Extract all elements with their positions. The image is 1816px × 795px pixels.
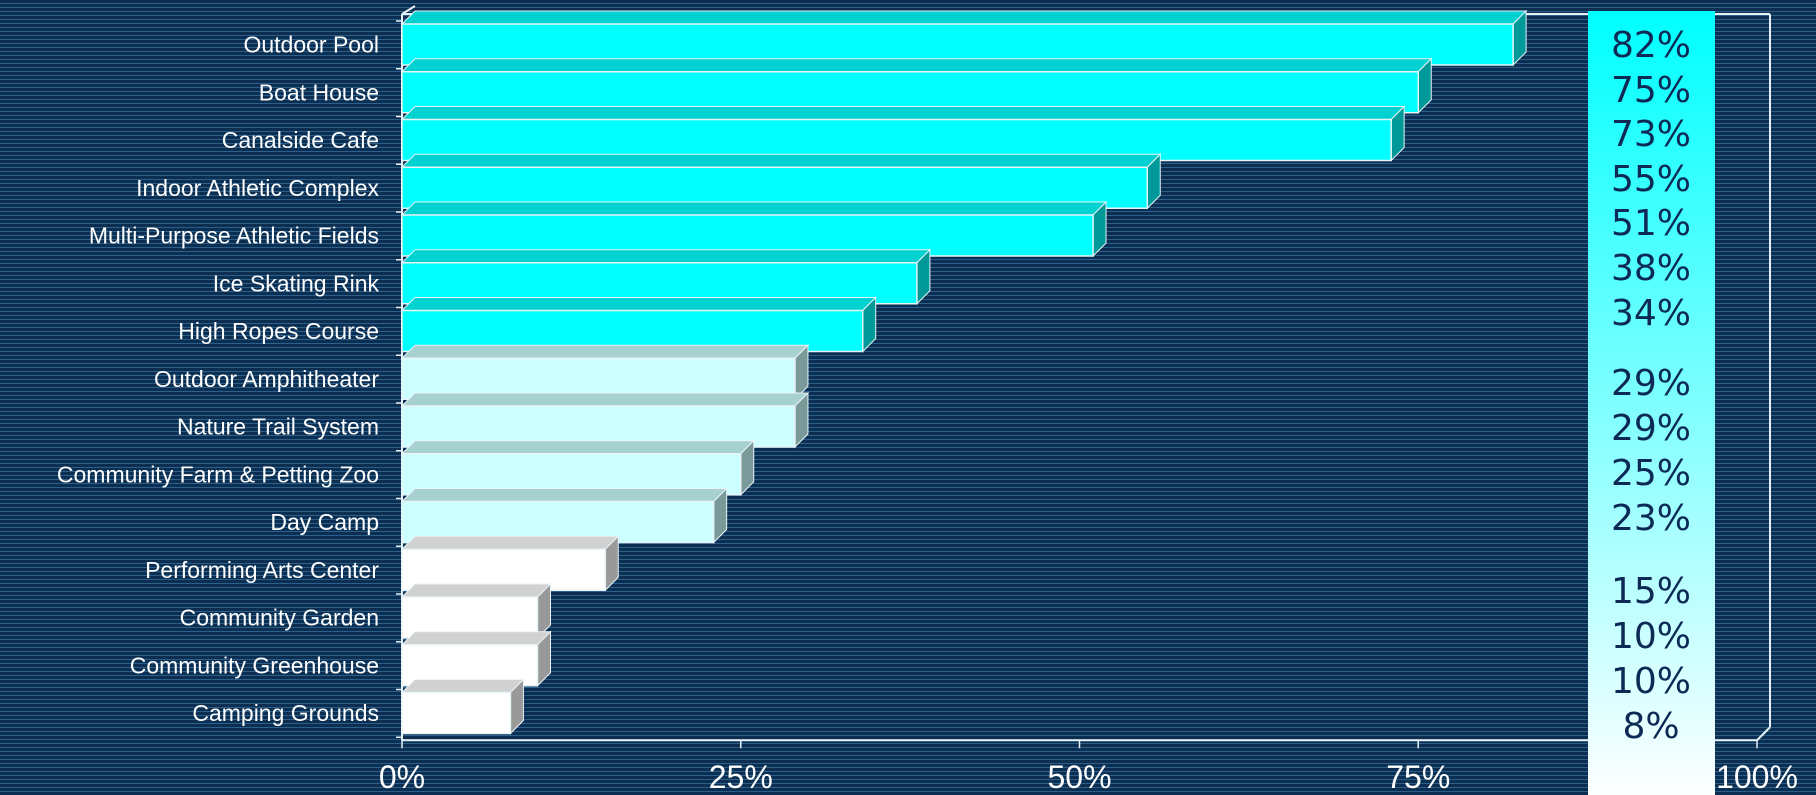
bar [400,439,755,496]
x-axis: 0% 25% 50% 75% 100% [379,740,1798,795]
bar-front-face [401,596,539,639]
bar-top-face [400,10,1528,25]
category-label: Community Farm & Petting Zoo [57,461,379,487]
bar-front-face [401,548,606,591]
bar-front-face [401,309,864,353]
data-label-panel: 82%75%73%55%51%38%34%29%29%25%23%15%10%1… [1588,11,1715,795]
bar [400,57,1433,114]
data-label: 10% [1611,661,1691,702]
bar [400,535,620,592]
bar [400,248,932,305]
data-label: 38% [1611,248,1691,289]
bar-top-face [400,249,932,264]
bar-front-face [401,118,1392,162]
data-label: 10% [1611,616,1691,657]
category-label: Performing Arts Center [145,557,379,583]
category-label: Outdoor Amphitheater [154,366,379,392]
x-tick-label: 100% [1716,759,1798,795]
bar-front-face [401,500,715,544]
data-label: 29% [1611,408,1691,449]
bar-front-face [401,214,1094,257]
bar-top-face [400,583,552,598]
bar [400,9,1528,67]
bar-top-face [400,488,728,502]
data-label: 23% [1611,498,1691,539]
bar-top-face [400,297,877,311]
data-label: 25% [1611,453,1691,494]
bar-top-face [400,535,620,550]
bar-front-face [401,405,796,448]
data-label: 75% [1611,70,1691,111]
bar-top-face [400,106,1406,120]
bar [400,105,1406,162]
category-label: Community Garden [180,605,379,631]
bar-top-face [400,153,1162,168]
bar-top-face [400,392,810,407]
frame-depth-line [401,5,416,15]
bar-front-face [401,262,918,305]
category-label: Outdoor Pool [243,32,379,58]
category-label: Ice Skating Rink [213,270,380,296]
category-label: Day Camp [270,509,379,535]
bar-top-face [400,344,810,359]
bar [400,200,1108,258]
frame-depth-line [1756,726,1771,741]
bar [400,487,728,544]
data-label: 51% [1611,203,1691,244]
data-label: 15% [1611,571,1691,612]
bar [400,344,810,401]
bar-front-face [401,357,796,400]
category-label: Indoor Athletic Complex [136,175,379,201]
bar [400,153,1162,210]
bar [400,630,552,687]
category-label: High Ropes Course [178,318,379,344]
bar-front-face [401,644,539,687]
data-label: 55% [1611,159,1691,200]
bar-front-face [401,691,512,735]
bar-top-face [400,58,1433,73]
bar-front-face [401,71,1419,114]
category-label: Boat House [259,79,379,105]
x-tick-label: 0% [379,759,425,795]
data-label-panel-background [1588,11,1715,795]
data-label: 8% [1622,706,1679,747]
bar [400,296,877,353]
bar [400,582,552,640]
category-label: Multi-Purpose Athletic Fields [89,223,379,249]
data-label: 34% [1611,293,1691,334]
category-label: Community Greenhouse [130,652,379,678]
data-label: 73% [1611,114,1691,155]
bar [400,391,810,449]
x-tick-label: 50% [1047,759,1111,795]
bar-top-face [400,679,525,693]
data-label: 29% [1611,363,1691,404]
x-tick-label: 75% [1386,759,1450,795]
category-label: Nature Trail System [177,414,379,440]
bar-top-face [400,631,552,646]
bar-top-face [400,440,755,455]
bar-top-face [400,201,1108,216]
x-tick-label: 25% [709,759,773,795]
category-label: Canalside Cafe [222,127,379,153]
bars [400,9,1528,735]
data-label: 82% [1611,25,1691,66]
bar [400,678,525,735]
category-label: Camping Grounds [192,700,379,726]
category-labels: Outdoor Pool Boat House Canalside Cafe Indo… [57,32,380,727]
bar-front-face [401,166,1148,209]
